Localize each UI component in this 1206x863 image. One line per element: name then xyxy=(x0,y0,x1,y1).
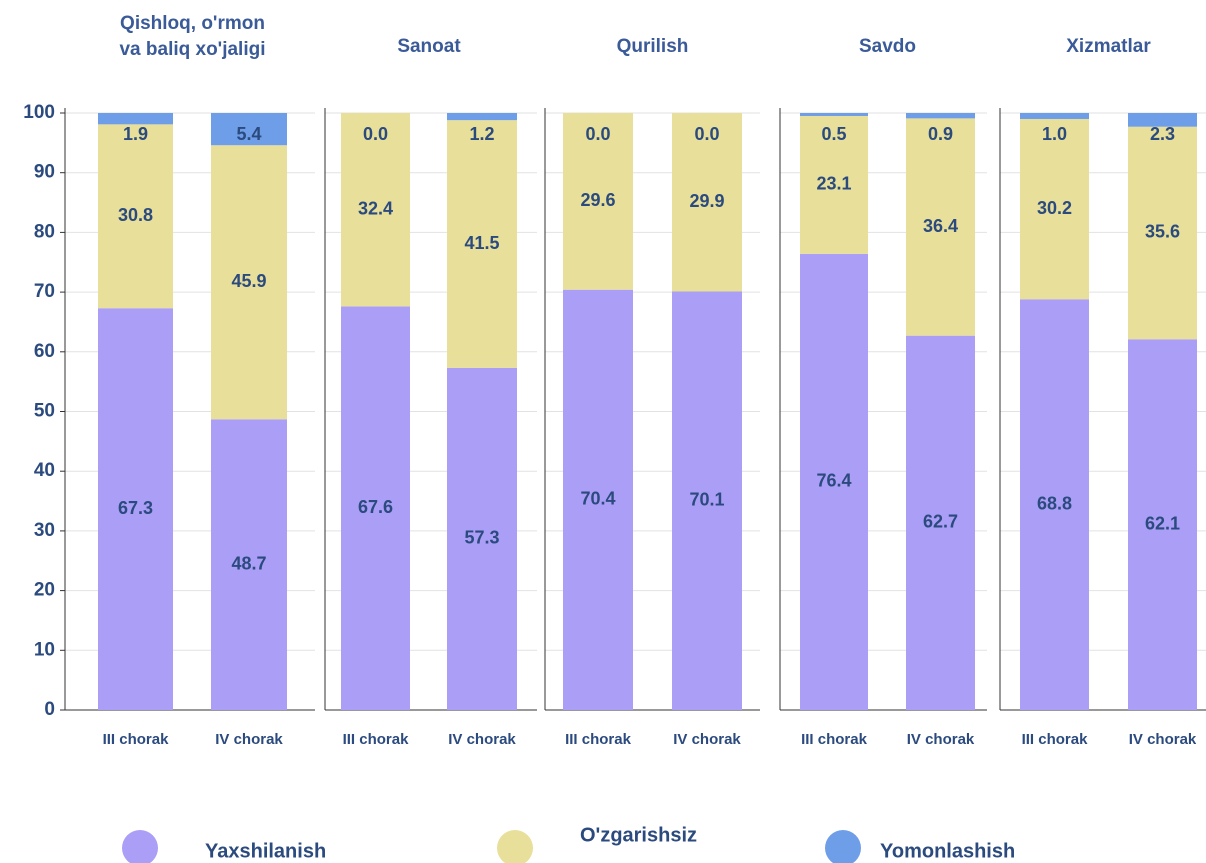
y-tick-label: 90 xyxy=(34,162,55,183)
legend-swatch xyxy=(122,830,158,863)
bar-segment xyxy=(211,419,287,710)
x-tick-label: IV chorak xyxy=(448,731,516,748)
legend-swatch xyxy=(497,830,533,863)
x-tick-label: III chorak xyxy=(801,731,868,748)
y-tick-label: 50 xyxy=(34,401,55,422)
bar-segment xyxy=(447,120,517,368)
x-tick-label: IV chorak xyxy=(907,731,975,748)
bar-segment xyxy=(98,308,173,710)
bar-segment xyxy=(1020,113,1089,119)
x-tick-label: III chorak xyxy=(103,731,170,748)
data-label: 23.1 xyxy=(816,174,851,194)
bar-segment xyxy=(447,367,517,710)
data-label: 1.2 xyxy=(469,124,494,144)
legend-swatch xyxy=(825,830,861,863)
panel-title: Sanoat xyxy=(397,36,461,57)
data-label: 2.3 xyxy=(1150,124,1175,144)
bar-segment xyxy=(563,113,633,290)
bar-segment xyxy=(1128,126,1197,340)
data-label: 35.6 xyxy=(1145,222,1180,242)
bar-segment xyxy=(906,118,975,336)
bar-segment xyxy=(341,113,410,307)
bar-segment xyxy=(1020,118,1089,300)
data-label: 29.9 xyxy=(689,191,724,211)
panel-title: Qurilish xyxy=(617,36,689,57)
data-label: 62.7 xyxy=(923,512,958,532)
data-label: 67.6 xyxy=(358,497,393,517)
bar-segment xyxy=(672,291,742,710)
data-label: 67.3 xyxy=(118,498,153,518)
data-label: 0.9 xyxy=(928,124,953,144)
panel-title: Xizmatlar xyxy=(1066,36,1151,57)
data-label: 62.1 xyxy=(1145,513,1180,533)
data-label: 1.0 xyxy=(1042,124,1067,144)
data-label: 32.4 xyxy=(358,198,393,218)
data-label: 1.9 xyxy=(123,124,148,144)
data-label: 5.4 xyxy=(236,124,261,144)
y-tick-label: 40 xyxy=(34,460,55,481)
bar-segment xyxy=(211,113,287,146)
x-tick-label: IV chorak xyxy=(673,731,741,748)
panel-title: va baliq xo'jaligi xyxy=(119,39,265,60)
x-tick-label: III chorak xyxy=(343,731,410,748)
data-label: 29.6 xyxy=(580,190,615,210)
panel-title: Savdo xyxy=(859,36,916,57)
y-tick-label: 20 xyxy=(34,580,55,601)
data-label: 76.4 xyxy=(816,471,851,491)
data-label: 0.0 xyxy=(363,124,388,144)
bar-segment xyxy=(341,306,410,710)
data-label: 70.4 xyxy=(580,489,615,509)
data-label: 36.4 xyxy=(923,216,958,236)
data-label: 70.1 xyxy=(689,490,724,510)
y-tick-label: 60 xyxy=(34,341,55,362)
x-tick-label: IV chorak xyxy=(215,731,283,748)
data-label: 0.0 xyxy=(585,124,610,144)
bar-segment xyxy=(906,113,975,119)
data-label: 41.5 xyxy=(464,233,499,253)
data-label: 0.5 xyxy=(821,124,846,144)
data-label: 30.8 xyxy=(118,205,153,225)
bar-segment xyxy=(563,289,633,710)
data-label: 48.7 xyxy=(231,553,266,573)
bar-segment xyxy=(98,124,173,309)
y-tick-label: 100 xyxy=(23,102,55,123)
bar-segment xyxy=(800,253,868,710)
x-tick-label: IV chorak xyxy=(1129,731,1197,748)
legend-label: Yomonlashish xyxy=(880,840,1015,862)
y-tick-label: 70 xyxy=(34,281,55,302)
bar-segment xyxy=(906,335,975,710)
y-tick-label: 0 xyxy=(44,699,55,720)
bar-segment xyxy=(800,115,868,254)
data-label: 45.9 xyxy=(231,271,266,291)
bar-segment xyxy=(98,113,173,125)
y-tick-label: 30 xyxy=(34,520,55,541)
bar-segment xyxy=(1128,339,1197,710)
bar-segment xyxy=(211,145,287,420)
data-label: 57.3 xyxy=(464,528,499,548)
data-label: 0.0 xyxy=(694,124,719,144)
bar-segment xyxy=(1128,113,1197,127)
panel-title: Qishloq, o'rmon xyxy=(120,13,265,34)
legend-label: Yaxshilanish xyxy=(205,840,326,862)
y-tick-label: 80 xyxy=(34,221,55,242)
bar-segment xyxy=(672,113,742,292)
bar-segment xyxy=(447,113,517,121)
legend-label: O'zgarishsiz xyxy=(580,824,697,846)
x-tick-label: III chorak xyxy=(1022,731,1089,748)
y-tick-label: 10 xyxy=(34,639,55,660)
x-tick-label: III chorak xyxy=(565,731,632,748)
bar-segment xyxy=(800,113,868,116)
bar-segment xyxy=(1020,299,1089,710)
data-label: 68.8 xyxy=(1037,493,1072,513)
data-label: 30.2 xyxy=(1037,198,1072,218)
